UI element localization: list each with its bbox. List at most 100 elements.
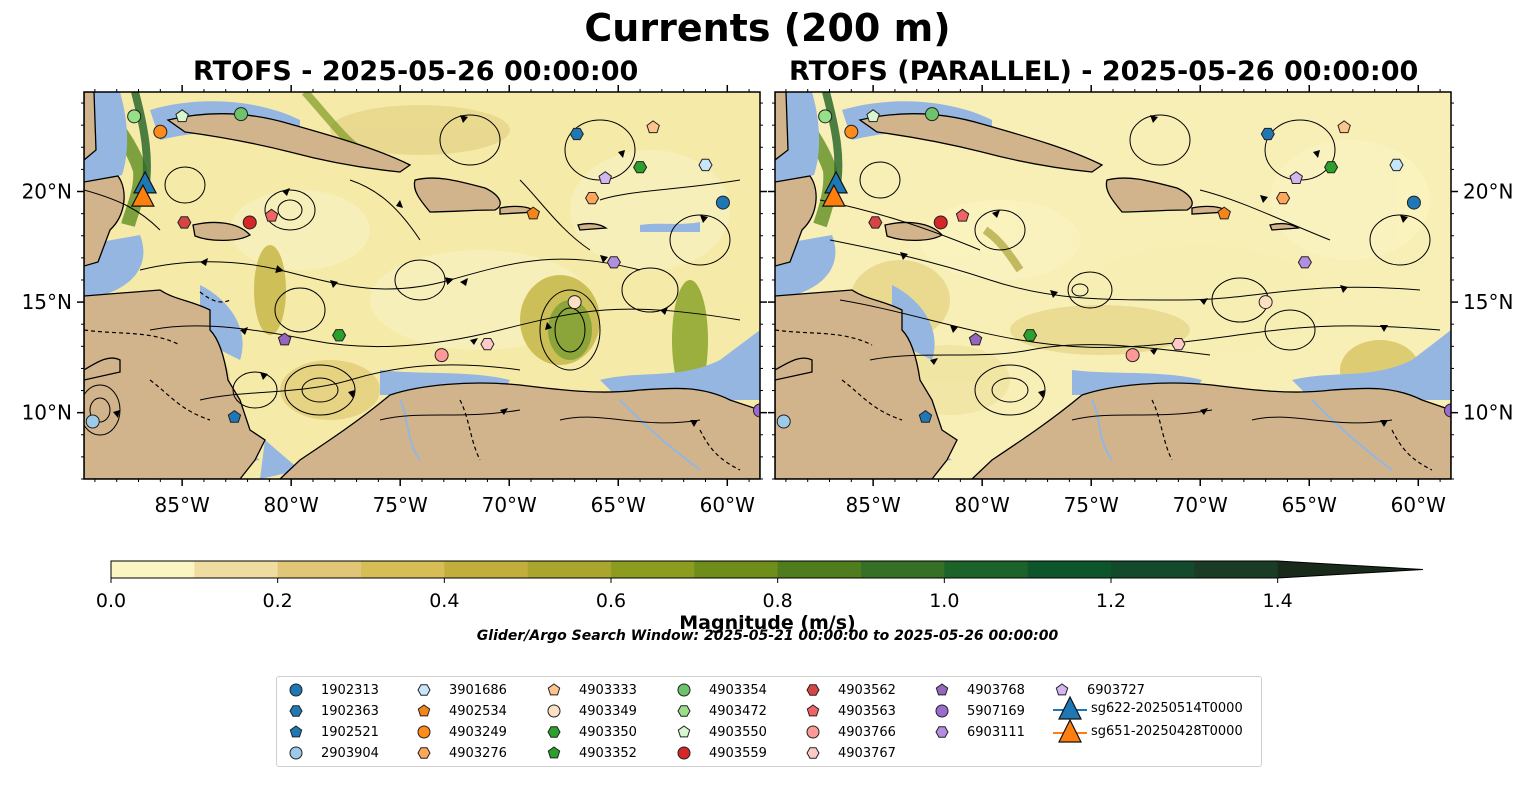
legend-item: 4903352 xyxy=(545,745,637,761)
legend-item: 4903276 xyxy=(415,745,507,761)
lon-tick-label: 60°W xyxy=(1391,493,1446,517)
legend-marker-icon xyxy=(289,746,303,760)
legend-marker xyxy=(417,684,431,696)
argo-float-marker xyxy=(234,107,249,122)
borders xyxy=(775,329,1433,471)
map-right xyxy=(774,91,1452,480)
argo-float-marker xyxy=(1337,120,1351,134)
legend-marker-icon xyxy=(806,704,820,717)
colorbar-segment xyxy=(277,561,362,578)
colorbar-label: Magnitude (m/s) xyxy=(679,612,856,634)
colorbar-tick-label: 1.2 xyxy=(1096,590,1126,612)
legend-item: 4903563 xyxy=(804,703,896,719)
argo-float-marker xyxy=(868,216,883,229)
arrow-heads xyxy=(900,115,1408,427)
argo-float-marker xyxy=(1444,403,1451,418)
colorbar-tick-label: 1.4 xyxy=(1263,590,1293,612)
legend-marker xyxy=(417,704,431,717)
lon-tick-label: 65°W xyxy=(1282,493,1337,517)
legend-marker-icon xyxy=(417,747,431,759)
legend-marker-icon xyxy=(806,684,820,696)
arrow-heads xyxy=(113,115,708,427)
legend-item: 2903904 xyxy=(287,745,379,761)
legend-marker xyxy=(677,705,691,717)
argo-float-marker xyxy=(1389,158,1404,172)
legend-label: 1902363 xyxy=(321,703,379,719)
argo-float-marker xyxy=(1171,338,1186,351)
argo-float-marker xyxy=(526,206,540,220)
float-markers-right xyxy=(776,107,1451,429)
land xyxy=(84,92,760,479)
legend-marker-icon xyxy=(417,684,431,696)
legend-item: 6903727 xyxy=(1053,682,1145,698)
axis-ticks xyxy=(77,85,1458,486)
legend-marker-icon xyxy=(547,683,561,696)
argo-float-marker xyxy=(434,348,449,363)
argo-float-marker xyxy=(175,109,189,123)
argo-float-marker xyxy=(776,414,791,429)
legend-label: 4903766 xyxy=(838,724,896,740)
argo-float-marker xyxy=(646,120,660,134)
lat-tick-label: 20°N xyxy=(1463,180,1513,204)
legend-item: 4903350 xyxy=(545,724,637,740)
land xyxy=(775,92,1451,479)
legend-label: 4903559 xyxy=(709,745,767,761)
argo-float-marker xyxy=(918,409,933,423)
borders xyxy=(84,291,741,471)
legend-marker xyxy=(289,746,303,760)
colorbar-segment xyxy=(611,561,695,578)
glider-marker xyxy=(821,183,846,207)
legend: 1902313 1902363 1902521 2903904 3901686 49025… xyxy=(276,676,1262,767)
colorbar-segment xyxy=(527,561,612,578)
colorbar-segment xyxy=(194,561,279,578)
legend-marker xyxy=(289,725,303,738)
legend-label: 4903333 xyxy=(579,682,637,698)
legend-marker xyxy=(289,683,303,697)
argo-float-marker xyxy=(933,215,948,230)
colorbar-tick-label: 0.2 xyxy=(263,590,293,612)
legend-marker xyxy=(677,725,691,738)
float-markers-left xyxy=(85,107,760,429)
legend-label: 4903249 xyxy=(449,724,507,740)
legend-marker-icon xyxy=(677,683,691,697)
legend-label: 4903349 xyxy=(579,703,637,719)
legend-marker-icon xyxy=(935,726,949,738)
legend-label: 4903767 xyxy=(838,745,896,761)
argo-float-marker xyxy=(242,215,257,230)
left-panel-title: RTOFS - 2025-05-26 00:00:00 xyxy=(193,56,639,87)
legend-marker-icon xyxy=(677,725,691,738)
legend-label: 1902313 xyxy=(321,682,379,698)
legend-item: 6903111 xyxy=(933,724,1025,740)
legend-item: 5907169 xyxy=(933,703,1025,719)
argo-float-marker xyxy=(598,171,612,184)
legend-marker xyxy=(806,704,820,717)
legend-item: 4903349 xyxy=(545,703,637,719)
legend-label: 4903352 xyxy=(579,745,637,761)
right-panel-title: RTOFS (PARALLEL) - 2025-05-26 00:00:00 xyxy=(789,56,1419,87)
legend-marker xyxy=(935,726,949,738)
argo-float-marker xyxy=(844,124,859,139)
argo-float-marker xyxy=(127,109,142,124)
legend-marker-icon xyxy=(677,746,691,760)
argo-float-marker xyxy=(1260,127,1275,141)
argo-float-marker xyxy=(1289,171,1303,184)
legend-marker-icon xyxy=(547,746,561,759)
colorbar-tick-label: 0.6 xyxy=(596,590,626,612)
colorbar-segment xyxy=(694,561,779,578)
argo-float-marker xyxy=(968,332,983,346)
lon-tick-label: 75°W xyxy=(373,493,428,517)
lon-tick-label: 80°W xyxy=(264,493,319,517)
legend-item: 4903767 xyxy=(804,745,896,761)
legend-marker-icon xyxy=(417,704,431,717)
argo-float-marker xyxy=(818,109,833,124)
legend-item: 4903550 xyxy=(675,724,767,740)
argo-float-marker xyxy=(227,409,242,423)
legend-marker xyxy=(547,683,561,696)
figure-title: Currents (200 m) xyxy=(584,6,951,50)
lon-tick-label: 75°W xyxy=(1064,493,1119,517)
legend-label: 3901686 xyxy=(449,682,507,698)
legend-marker-icon xyxy=(289,725,303,738)
colorbar-segment xyxy=(777,561,862,578)
lat-tick-label: 15°N xyxy=(22,290,72,314)
